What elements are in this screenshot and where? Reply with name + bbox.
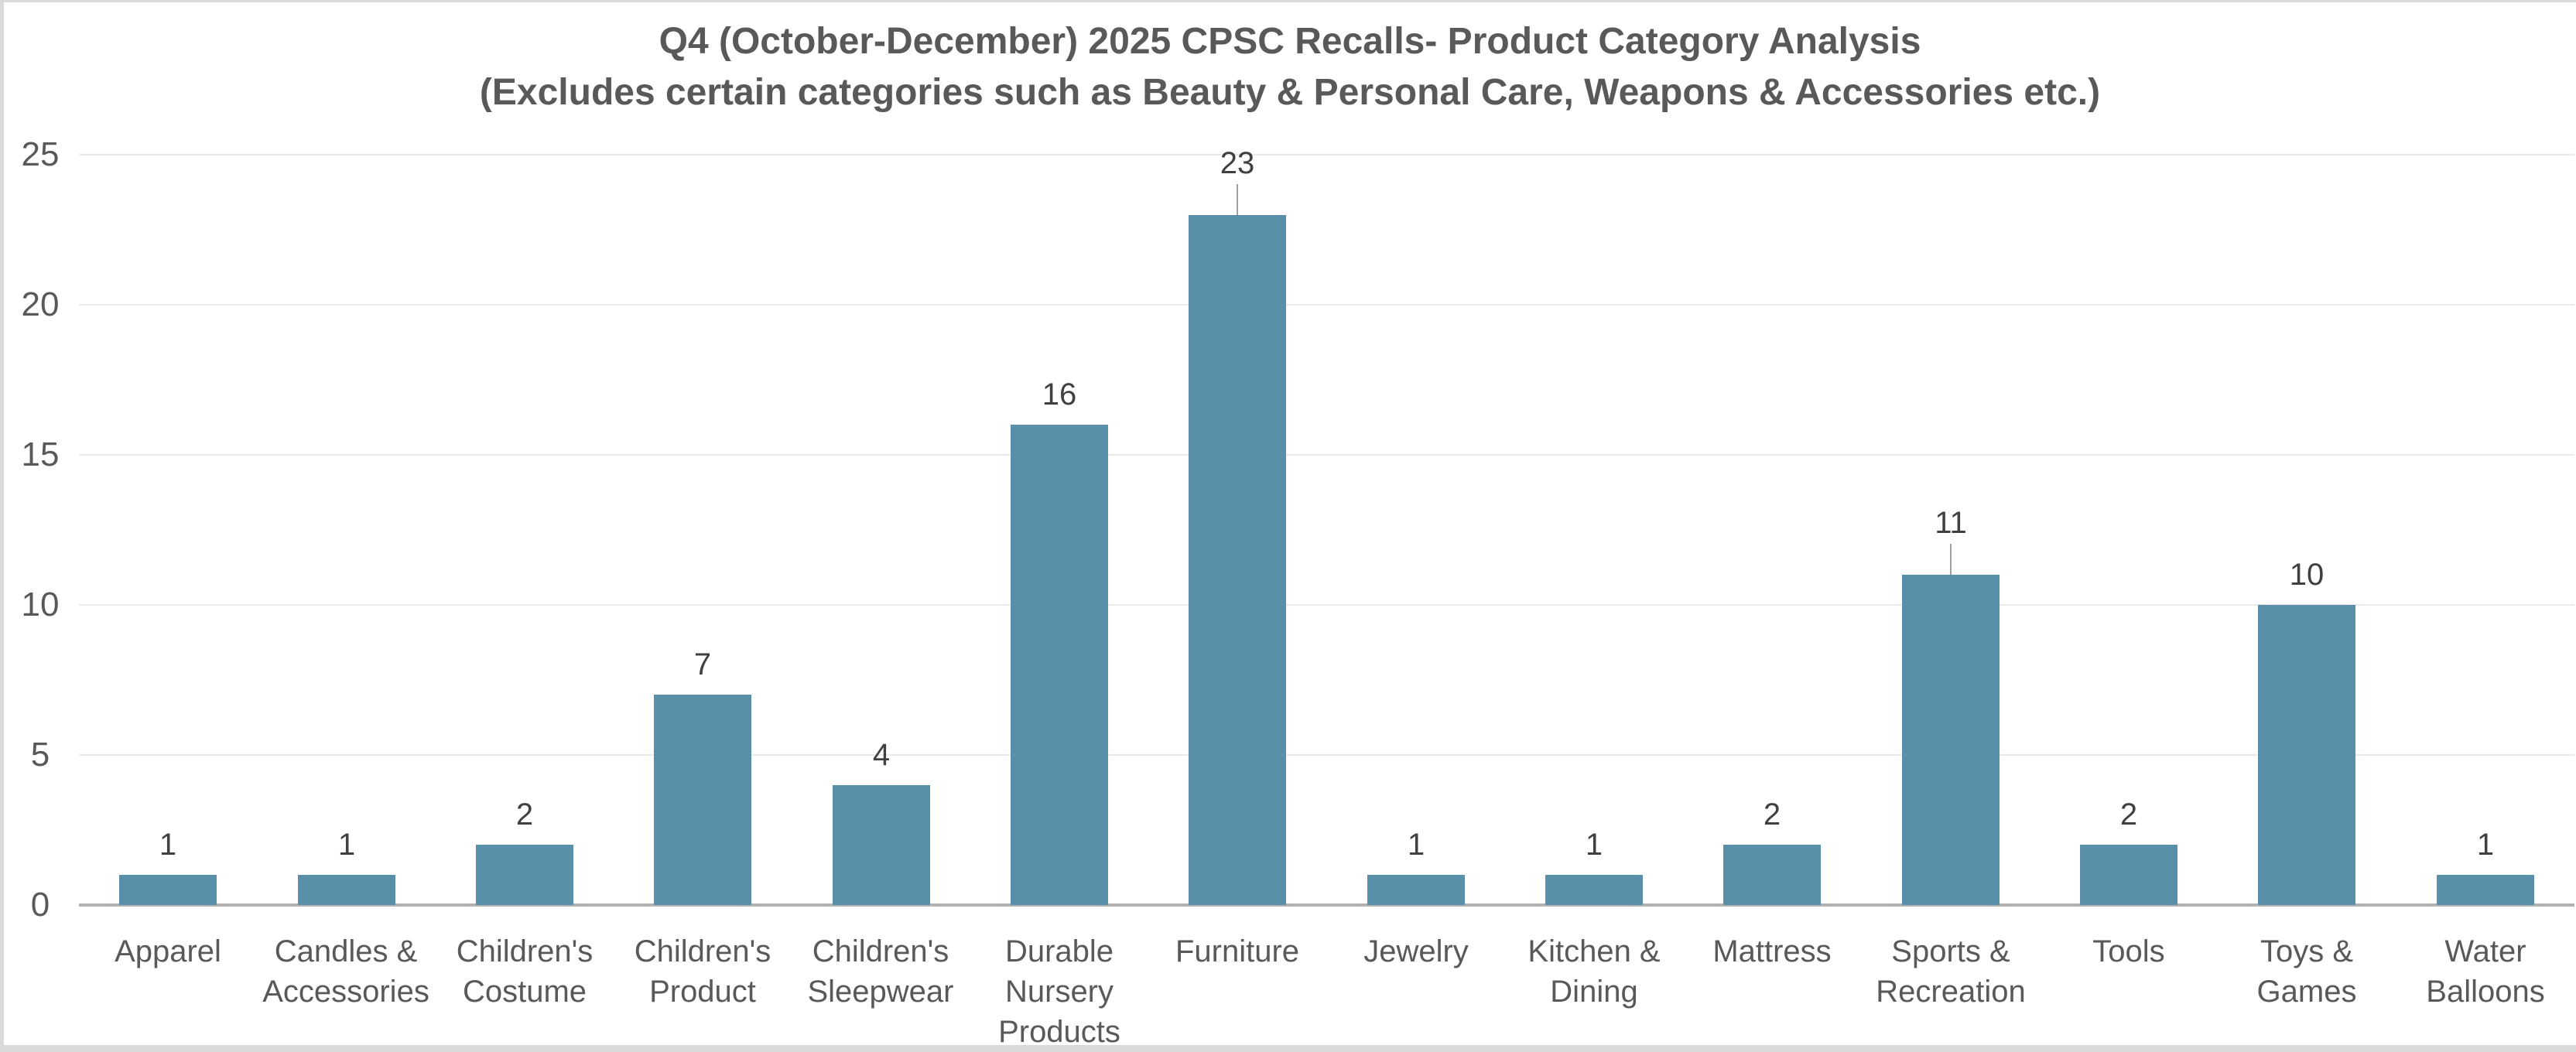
bar [298,875,395,905]
data-label-leader-line [1237,184,1238,215]
x-category-label: Durable Nursery Products [998,934,1120,1049]
bar [833,785,930,905]
bar-value-label: 2 [515,798,534,832]
bar-value-label: 1 [1585,828,1603,862]
gridline [79,154,2574,155]
bar [1723,845,1821,905]
bar-value-label: 1 [159,828,177,862]
y-axis-tick-label: 15 [21,435,60,473]
bar [1189,215,1286,905]
x-category-label: Jewelry [1363,934,1469,968]
bar [2080,845,2177,905]
x-category-label: Children's Costume [456,934,594,1009]
plot-area: 0 5 10 15 20 25 1 Apparel 1 Candles & Accessories… [4,2,2576,1045]
bar-value-label: 2 [1763,798,1781,832]
data-label-leader-line [1950,544,1952,575]
x-category-label: Sports & Recreation [1876,934,2026,1009]
x-category-label: Tools [2092,934,2165,968]
bar-value-label: 1 [337,828,356,862]
x-category-label: Candles & Accessories [262,934,429,1009]
bar-value-label: 1 [2476,828,2495,862]
x-category-label: Kitchen & Dining [1527,934,1661,1009]
bar [2437,875,2534,905]
bar-value-label: 10 [2289,558,2325,592]
gridline [79,604,2574,606]
bar [1011,425,1108,905]
x-category-label: Mattress [1712,934,1832,968]
x-category-label: Children's Product [634,934,771,1009]
x-category-label: Apparel [115,934,221,968]
bar-value-label: 16 [1042,377,1077,412]
bar-value-label: 7 [693,647,712,681]
chart-subtitle: (Excludes certain categories such as Bea… [479,72,2101,113]
x-category-label: Toys & Games [2256,934,2357,1009]
y-axis-tick-label: 5 [30,736,50,774]
bar [654,695,751,905]
y-axis-tick-label: 25 [21,135,60,173]
bar [476,845,573,905]
bar-value-label: 1 [1407,828,1425,862]
y-axis-tick-label: 20 [21,285,60,323]
x-category-label: Children's Sleepwear [807,934,954,1009]
y-axis-tick-label: 0 [30,886,50,924]
chart-title: Q4 (October-December) 2025 CPSC Recalls-… [659,21,1921,62]
x-category-label: Furniture [1175,934,1300,968]
bar [2258,605,2355,905]
bar [1902,575,2000,905]
x-axis-line [79,903,2574,907]
gridline [79,454,2574,456]
y-axis-tick-label: 10 [21,586,60,623]
bar-value-label: 11 [1935,506,1967,540]
bar [119,875,217,905]
bar-value-label: 23 [1220,146,1255,180]
bar [1367,875,1465,905]
chart-title-block: Q4 (October-December) 2025 CPSC Recalls-… [4,16,2576,118]
gridline [79,754,2574,756]
bar [1545,875,1643,905]
x-category-label: Water Balloons [2426,934,2545,1009]
bar-value-label: 2 [2119,798,2138,832]
bar-value-label: 4 [872,738,891,772]
gridline [79,304,2574,306]
